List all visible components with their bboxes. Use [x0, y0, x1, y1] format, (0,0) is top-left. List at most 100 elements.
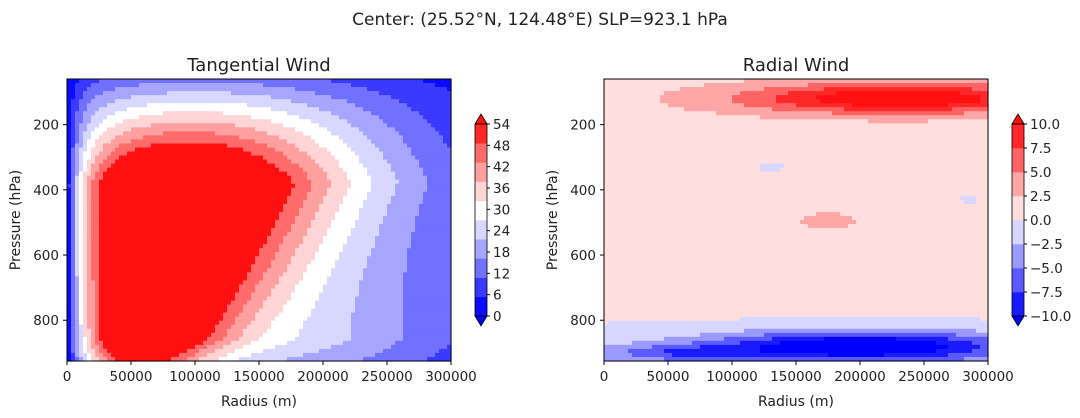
field-cell [227, 159, 232, 165]
field-cell [99, 264, 104, 269]
field-cell [299, 195, 304, 201]
field-cell [407, 228, 412, 233]
field-cell [291, 139, 296, 145]
field-cell [135, 175, 140, 181]
field-cell [307, 195, 312, 201]
field-cell [127, 211, 132, 217]
field-cell [235, 215, 240, 221]
field-cell [415, 207, 420, 213]
field-cell [367, 276, 372, 282]
field-cell [243, 276, 248, 282]
field-cell [211, 163, 216, 169]
field-cell [219, 264, 224, 269]
field-cell [223, 187, 228, 193]
field-cell [427, 272, 432, 277]
field-cell [131, 211, 136, 217]
field-cell [87, 107, 92, 112]
field-cell [279, 268, 284, 273]
field-cell [403, 220, 408, 225]
field-cell [199, 236, 204, 241]
field-cell [231, 272, 236, 277]
field-cell [159, 127, 164, 132]
field-cell [155, 272, 160, 277]
field-cell [327, 159, 332, 165]
field-cell [423, 248, 428, 253]
field-cell [255, 115, 260, 120]
field-cell [319, 232, 324, 237]
field-cell [139, 240, 144, 245]
field-cell [75, 107, 80, 112]
field-cell [431, 135, 436, 141]
field-cell [155, 83, 160, 88]
field-cell [303, 115, 308, 120]
field-cell [427, 215, 432, 221]
field-cell [227, 103, 232, 108]
field-cell [431, 119, 436, 124]
field-cell [75, 203, 80, 209]
field-cell [315, 163, 320, 169]
field-cell [275, 111, 280, 116]
field-cell [119, 119, 124, 124]
field-cell [247, 264, 252, 269]
field-cell [307, 131, 312, 136]
field-cell [367, 195, 372, 201]
field-cell [219, 252, 224, 257]
field-cell [371, 252, 376, 257]
field-cell [175, 99, 180, 104]
field-cell [107, 260, 112, 265]
field-cell [339, 220, 344, 225]
field-cell [159, 179, 164, 185]
field-cell [135, 268, 140, 273]
field-cell [319, 135, 324, 141]
field-cell [239, 272, 244, 277]
field-cell [191, 163, 196, 169]
field-cell [359, 163, 364, 169]
field-cell [299, 171, 304, 177]
field-cell [391, 228, 396, 233]
field-cell [87, 135, 92, 141]
field-cell [447, 268, 452, 273]
field-cell [155, 99, 160, 104]
field-cell [247, 252, 252, 257]
field-cell [143, 284, 148, 290]
field-cell [235, 103, 240, 108]
field-cell [91, 215, 96, 221]
field-cell [411, 99, 416, 104]
field-cell [259, 91, 264, 96]
field-cell [379, 215, 384, 221]
field-cell [367, 143, 372, 149]
field-cell [139, 103, 144, 108]
field-cell [183, 143, 188, 149]
field-cell [335, 228, 340, 233]
field-cell [395, 123, 400, 128]
field-cell [291, 203, 296, 209]
field-cell [215, 183, 220, 189]
field-cell [187, 244, 192, 249]
field-cell [307, 99, 312, 104]
field-cell [331, 240, 336, 245]
field-cell [135, 256, 140, 261]
field-cell [255, 252, 260, 257]
field-cell [439, 256, 444, 261]
field-cell [259, 147, 264, 153]
field-cell [135, 147, 140, 153]
field-cell [319, 215, 324, 221]
field-cell [259, 183, 264, 189]
field-cell [271, 264, 276, 269]
field-cell [239, 127, 244, 132]
field-cell [143, 203, 148, 209]
field-cell [131, 143, 136, 149]
field-cell [111, 199, 116, 205]
field-cell [323, 228, 328, 233]
field-cell [171, 199, 176, 205]
field-cell [215, 260, 220, 265]
field-cell [387, 215, 392, 221]
field-cell [251, 276, 256, 282]
field-cell [267, 103, 272, 108]
field-cell [335, 103, 340, 108]
field-cell [135, 159, 140, 165]
field-cell [303, 224, 308, 229]
field-cell [187, 276, 192, 282]
field-cell [115, 155, 120, 161]
field-cell [87, 211, 92, 217]
